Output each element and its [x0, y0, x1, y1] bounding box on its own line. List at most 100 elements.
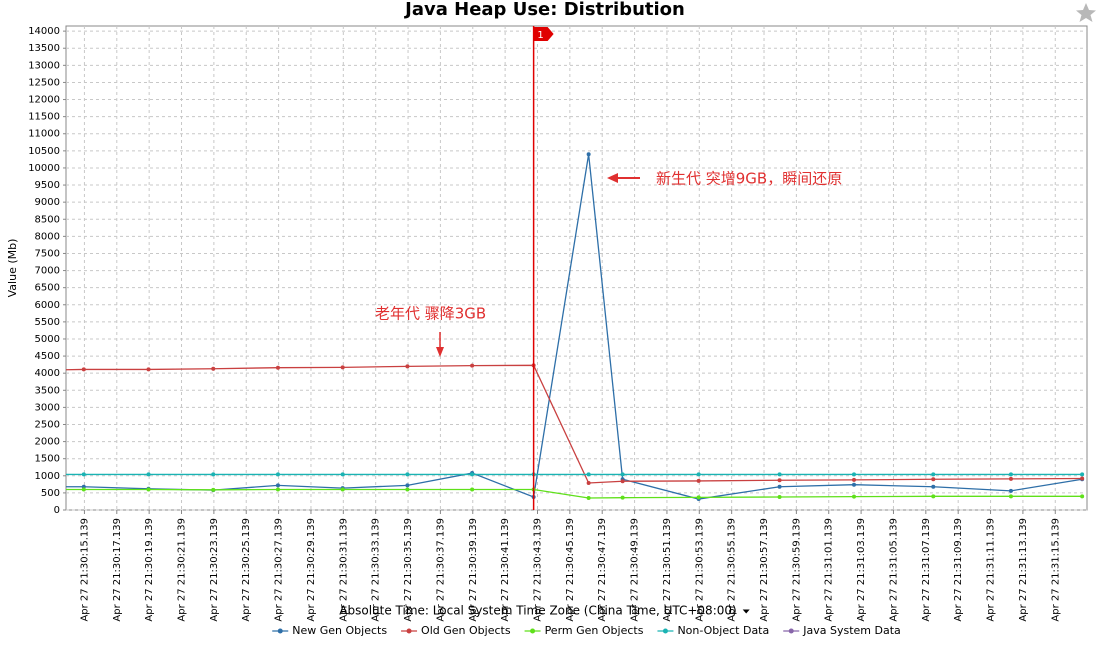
x-tick-label: Apr 27 21:31:15.139 — [1050, 518, 1061, 622]
data-point — [851, 494, 856, 499]
y-tick-label: 6500 — [35, 283, 60, 294]
data-point — [777, 495, 782, 500]
y-tick-label: 7500 — [35, 248, 60, 259]
data-point — [777, 472, 782, 477]
data-point — [586, 152, 591, 157]
data-point — [696, 472, 701, 477]
plot-area — [65, 25, 1088, 511]
data-point — [851, 472, 856, 477]
data-point — [696, 495, 701, 500]
x-tick-label: Apr 27 21:30:27.139 — [274, 518, 285, 622]
x-tick-label: Apr 27 21:30:41.139 — [500, 518, 511, 622]
x-tick-label: Apr 27 21:31:05.139 — [888, 518, 899, 622]
y-tick-label: 12500 — [28, 77, 60, 88]
y-tick-label: 3000 — [35, 402, 60, 413]
data-point — [81, 484, 86, 489]
y-tick-label: 11500 — [28, 112, 60, 123]
data-point — [620, 479, 625, 484]
data-point — [1008, 472, 1013, 477]
y-tick-label: 10000 — [28, 163, 60, 174]
y-tick-label: 1500 — [35, 454, 60, 465]
data-point — [696, 478, 701, 483]
legend-item: Non-Object Data — [657, 624, 769, 637]
marker-label: 1 — [537, 30, 543, 41]
y-tick-label: 7000 — [35, 266, 60, 277]
x-tick-label: Apr 27 21:30:57.139 — [759, 518, 770, 622]
y-tick-label: 5500 — [35, 317, 60, 328]
arrowhead — [436, 347, 444, 357]
data-point — [81, 472, 86, 477]
x-axis-label: Absolute Time: Local System Time Zone (C… — [339, 604, 736, 618]
annotation: 新生代 突增9GB，瞬间还原 — [656, 170, 842, 188]
legend-item: Java System Data — [783, 624, 901, 637]
y-tick-label: 4500 — [35, 351, 60, 362]
legend: New Gen Objects Old Gen Objects Perm Gen O… — [272, 624, 901, 637]
data-point — [146, 367, 151, 372]
dropdown-icon[interactable] — [742, 609, 750, 614]
x-tick-label: Apr 27 21:30:31.139 — [338, 518, 349, 622]
data-point — [586, 480, 591, 485]
x-tick-label: Apr 27 21:31:07.139 — [921, 518, 932, 622]
data-point — [405, 483, 410, 488]
data-point — [1080, 494, 1085, 499]
y-tick-label: 14000 — [28, 26, 60, 37]
data-point — [81, 487, 86, 492]
data-point — [470, 363, 475, 368]
y-tick-label: 11000 — [28, 129, 60, 140]
data-point — [81, 367, 86, 372]
y-tick-label: 8000 — [35, 231, 60, 242]
legend-item: Old Gen Objects — [401, 624, 511, 637]
x-tick-label: Apr 27 21:30:39.139 — [468, 518, 479, 622]
data-point — [275, 365, 280, 370]
data-point — [931, 477, 936, 482]
data-point — [275, 472, 280, 477]
y-tick-label: 13500 — [28, 43, 60, 54]
x-tick-label: Apr 27 21:30:35.139 — [403, 518, 414, 622]
data-point — [586, 496, 591, 501]
legend-swatch-dot — [277, 628, 283, 634]
legend-swatch-dot — [406, 628, 412, 634]
y-tick-label: 3500 — [35, 385, 60, 396]
x-tick-label: Apr 27 21:31:11.139 — [986, 518, 997, 622]
legend-label: Old Gen Objects — [421, 624, 511, 637]
data-point — [777, 484, 782, 489]
legend-swatch-dot — [662, 628, 668, 634]
arrowhead — [607, 173, 618, 183]
y-tick-label: 2500 — [35, 419, 60, 430]
data-point — [340, 472, 345, 477]
star-icon[interactable] — [1076, 3, 1096, 22]
data-point — [405, 472, 410, 477]
data-point — [620, 472, 625, 477]
y-tick-label: 0 — [54, 505, 60, 516]
data-point — [470, 472, 475, 477]
annotation: 老年代 骤降3GB — [375, 305, 486, 323]
x-tick-label: Apr 27 21:30:47.139 — [597, 518, 608, 622]
y-tick-label: 4000 — [35, 368, 60, 379]
x-tick-label: Apr 27 21:31:13.139 — [1018, 518, 1029, 622]
marker-flag — [533, 27, 554, 41]
x-tick-label: Apr 27 21:30:17.139 — [112, 518, 123, 622]
legend-label: New Gen Objects — [292, 624, 387, 637]
data-point — [211, 472, 216, 477]
x-tick-label: Apr 27 21:30:53.139 — [694, 518, 705, 622]
data-point — [1080, 476, 1085, 481]
data-point — [851, 477, 856, 482]
y-tick-label: 13000 — [28, 60, 60, 71]
y-tick-label: 1000 — [35, 471, 60, 482]
data-point — [620, 495, 625, 500]
data-point — [405, 487, 410, 492]
data-point — [340, 365, 345, 370]
x-tick-label: Apr 27 21:30:15.139 — [79, 518, 90, 622]
x-tick-label: Apr 27 21:30:19.139 — [144, 518, 155, 622]
x-tick-label: Apr 27 21:30:49.139 — [630, 518, 641, 622]
data-point — [931, 484, 936, 489]
legend-swatch-dot — [530, 628, 536, 634]
data-point — [1080, 472, 1085, 477]
data-point — [146, 472, 151, 477]
x-tick-label: Apr 27 21:30:59.139 — [791, 518, 802, 622]
y-tick-label: 8500 — [35, 214, 60, 225]
data-point — [1008, 488, 1013, 493]
y-tick-label: 9500 — [35, 180, 60, 191]
data-point — [1008, 476, 1013, 481]
x-tick-label: Apr 27 21:30:29.139 — [306, 518, 317, 622]
